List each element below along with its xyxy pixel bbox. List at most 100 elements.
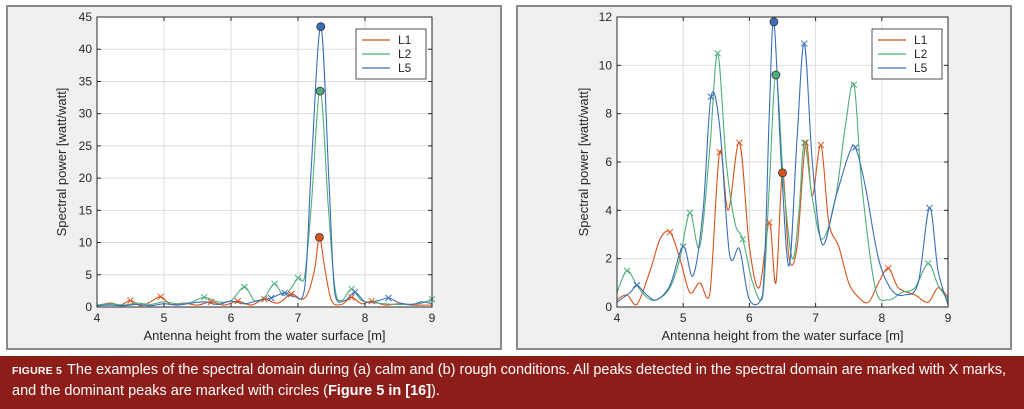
peak-marker-L2 xyxy=(271,280,278,288)
peak-x-stroke xyxy=(207,298,215,306)
peak-marker-L1 xyxy=(716,148,723,156)
figure-label: FIGURE 5 xyxy=(12,365,63,377)
x-tick-label: 6 xyxy=(746,311,753,325)
peak-x-stroke xyxy=(736,139,743,147)
x-axis-label: Antenna height from the water surface [m… xyxy=(143,328,385,343)
peak-x-stroke xyxy=(281,289,288,297)
peak-x-stroke xyxy=(127,297,134,304)
peak-marker-L5 xyxy=(385,294,392,302)
peak-marker-L2 xyxy=(623,267,631,275)
peak-x-stroke xyxy=(666,228,674,236)
peak-x-stroke xyxy=(800,139,808,147)
peak-marker-L1 xyxy=(885,264,892,272)
x-axis-label: Antenna height from the water surface [m… xyxy=(661,328,903,343)
peak-marker-L2 xyxy=(714,49,721,57)
y-axis-label: Spectral power [watt/watt] xyxy=(576,88,591,237)
peak-x-stroke xyxy=(200,293,208,301)
peak-x-stroke xyxy=(851,144,859,151)
caption-text: The examples of the spectral domain duri… xyxy=(12,362,1006,399)
peak-marker-L5 xyxy=(281,289,288,297)
y-tick-label: 15 xyxy=(79,203,93,217)
y-tick-label: 12 xyxy=(599,10,613,24)
legend-label-L2: L2 xyxy=(914,47,928,61)
peak-x-stroke xyxy=(261,295,268,303)
peak-marker-L2 xyxy=(241,283,248,291)
peak-x-stroke xyxy=(850,81,858,89)
y-tick-label: 25 xyxy=(79,139,93,153)
x-tick-label: 5 xyxy=(680,311,687,325)
legend-label-L5: L5 xyxy=(398,61,412,75)
peak-x-stroke xyxy=(351,288,359,296)
peak-marker-L5 xyxy=(926,204,933,212)
peak-x-stroke xyxy=(287,290,295,298)
peak-marker-L1 xyxy=(261,295,268,303)
y-tick-label: 4 xyxy=(605,203,612,217)
y-tick-label: 8 xyxy=(605,107,612,121)
peak-x-stroke xyxy=(817,141,825,149)
x-tick-label: 8 xyxy=(878,311,885,325)
peak-x-stroke xyxy=(716,148,723,156)
peak-x-stroke xyxy=(368,297,376,305)
y-tick-label: 2 xyxy=(605,252,612,266)
x-tick-label: 7 xyxy=(295,311,302,325)
y-tick-label: 30 xyxy=(79,107,93,121)
peak-marker-L1 xyxy=(234,297,242,305)
dominant-peak-L5 xyxy=(316,22,326,32)
peak-x-stroke xyxy=(271,280,278,288)
y-tick-label: 10 xyxy=(599,58,613,72)
peak-x-stroke xyxy=(267,294,275,302)
y-axis-label: Spectral power [watt/watt] xyxy=(54,88,69,237)
peak-marker-L1 xyxy=(817,141,825,149)
legend-label-L1: L1 xyxy=(914,33,928,47)
peak-x-stroke xyxy=(686,209,694,217)
peak-marker-L5 xyxy=(267,294,275,302)
x-tick-label: 9 xyxy=(429,311,436,325)
peak-marker-L1 xyxy=(207,298,215,306)
y-tick-label: 6 xyxy=(605,155,612,169)
peak-x-stroke xyxy=(294,274,302,282)
peak-marker-L5 xyxy=(707,93,715,101)
legend-label-L5: L5 xyxy=(914,61,928,75)
peak-x-stroke xyxy=(348,285,355,293)
dominant-peak-L2 xyxy=(771,70,781,80)
peak-x-stroke xyxy=(707,93,715,101)
peak-x-stroke xyxy=(926,204,933,212)
peak-marker-L5 xyxy=(633,281,641,289)
peak-x-stroke xyxy=(234,297,242,305)
peak-marker-L1 xyxy=(157,293,165,301)
peak-x-stroke xyxy=(765,219,773,226)
peak-marker-L1 xyxy=(368,297,376,305)
dominant-peak-L1 xyxy=(778,168,787,178)
peak-x-stroke xyxy=(802,139,810,147)
peak-x-stroke xyxy=(924,260,932,267)
axes-box xyxy=(96,16,433,308)
peak-marker-L5 xyxy=(851,144,859,151)
x-tick-label: 5 xyxy=(161,311,168,325)
peak-marker-L5 xyxy=(679,243,687,250)
peak-x-stroke xyxy=(348,293,355,301)
y-tick-label: 35 xyxy=(79,74,93,88)
chart-panel-rough: 4 5 6 7 8 9 0 2 4 6 8 10 12 Antenna height from the w… xyxy=(516,5,1012,350)
peak-marker-L2 xyxy=(200,293,208,301)
peak-marker-L5 xyxy=(800,40,808,47)
x-tick-label: 6 xyxy=(228,311,235,325)
peak-marker-L1 xyxy=(802,139,810,147)
dominant-peak-L2 xyxy=(315,86,325,96)
peak-x-stroke xyxy=(157,293,165,301)
peak-x-stroke xyxy=(679,243,687,250)
x-tick-label: 4 xyxy=(614,311,621,325)
peak-marker-L2 xyxy=(850,81,858,89)
series-line-L1 xyxy=(97,236,432,307)
peak-marker-L2 xyxy=(800,139,808,147)
legend-label-L1: L1 xyxy=(398,33,412,47)
chart-panel-calm: 4 5 6 7 8 9 0 5 10 15 20 25 30 35 40 45 Antenna height f… xyxy=(6,5,502,350)
peak-x-stroke xyxy=(633,281,641,289)
peak-x-stroke xyxy=(623,267,631,275)
peak-marker-L2 xyxy=(924,260,932,267)
y-tick-label: 40 xyxy=(79,42,93,56)
caption-reference: Figure 5 in [16] xyxy=(327,383,432,399)
dominant-peak-L1 xyxy=(315,232,324,242)
chart-rough-svg: 4 5 6 7 8 9 0 2 4 6 8 10 12 Antenna height from the w… xyxy=(576,10,952,343)
